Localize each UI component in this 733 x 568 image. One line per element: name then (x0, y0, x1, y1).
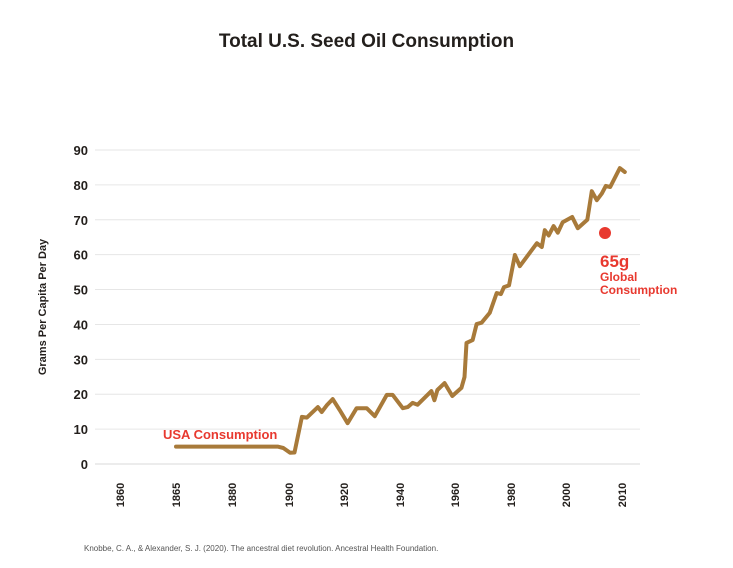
y-tick-label: 40 (74, 317, 88, 332)
y-tick-label: 30 (74, 352, 88, 367)
citation: Knobbe, C. A., & Alexander, S. J. (2020)… (84, 544, 439, 553)
global-consumption-point (599, 227, 611, 239)
global-label-line2: Consumption (600, 283, 677, 297)
y-tick-label: 90 (74, 143, 88, 158)
y-tick-label: 80 (74, 178, 88, 193)
series-line-usa (174, 166, 627, 455)
y-tick-label: 0 (81, 457, 88, 472)
x-tick-label: 1880 (227, 483, 239, 507)
x-tick-label: 1900 (284, 483, 296, 507)
y-tick-label: 20 (74, 387, 88, 402)
x-tick-label: 2000 (561, 483, 573, 507)
x-tick-label: 1865 (171, 483, 183, 507)
chart-title: Total U.S. Seed Oil Consumption (218, 31, 515, 52)
y-tick-label: 60 (74, 248, 88, 263)
x-tick-label: 1920 (339, 483, 351, 507)
x-tick-label: 1980 (506, 483, 518, 507)
x-tick-label: 1940 (395, 483, 407, 507)
global-value-label: 65g (600, 252, 629, 271)
y-tick-label: 10 (74, 422, 88, 437)
y-tick-label: 70 (74, 213, 88, 228)
y-axis-label: Grams Per Capita Per Day (37, 238, 49, 375)
x-tick-label: 1860 (115, 483, 127, 507)
x-tick-label: 1960 (450, 483, 462, 507)
global-label-line1: Global (600, 270, 637, 284)
x-tick-label: 2010 (617, 483, 629, 507)
y-tick-label: 50 (74, 283, 88, 298)
usa-consumption-label: USA Consumption (163, 427, 277, 442)
